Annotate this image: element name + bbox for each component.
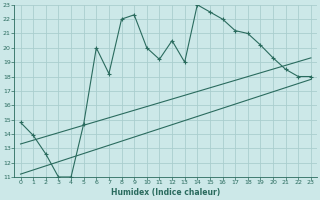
X-axis label: Humidex (Indice chaleur): Humidex (Indice chaleur) bbox=[111, 188, 220, 197]
